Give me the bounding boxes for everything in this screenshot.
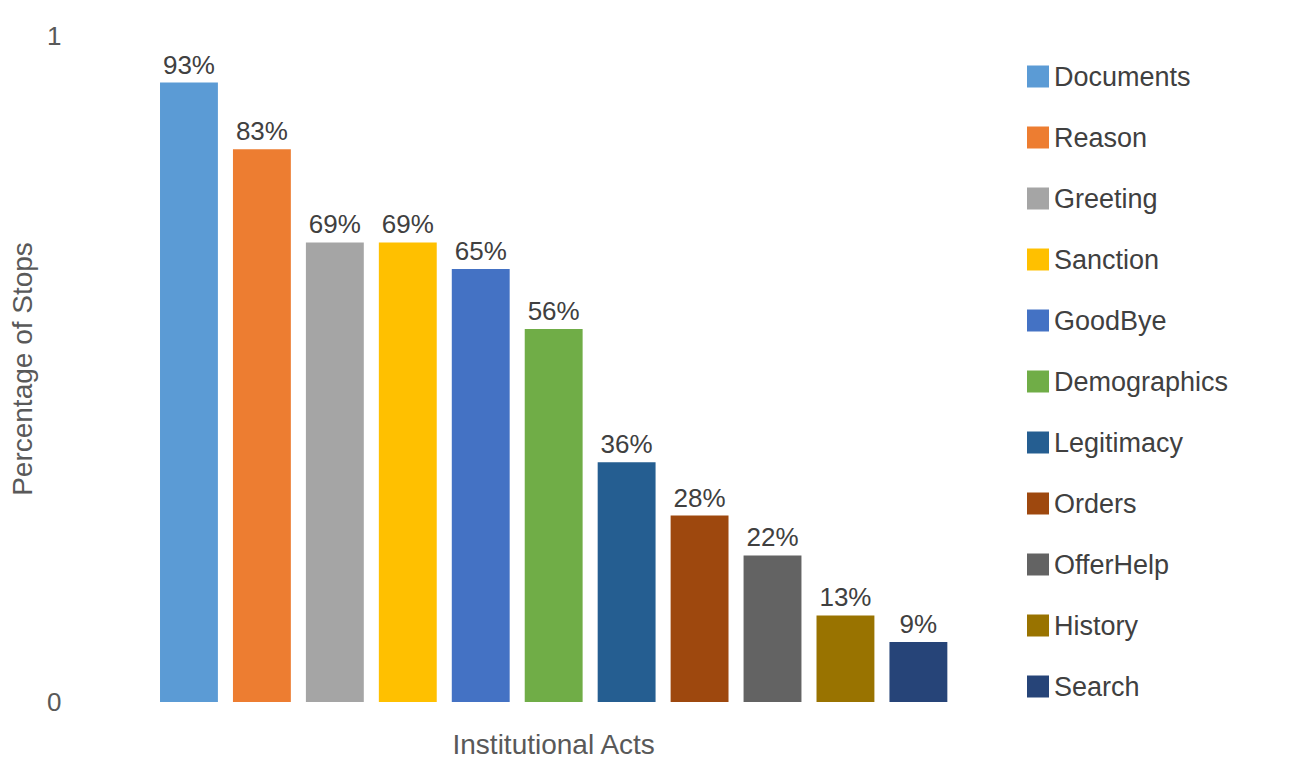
svg-text:56%: 56% (528, 296, 580, 326)
svg-text:65%: 65% (455, 236, 507, 266)
svg-text:Percentage of Stops: Percentage of Stops (7, 242, 38, 496)
svg-text:History: History (1054, 611, 1139, 641)
svg-text:Legitimacy: Legitimacy (1054, 428, 1184, 458)
svg-text:28%: 28% (674, 483, 726, 513)
svg-text:GoodBye: GoodBye (1054, 306, 1167, 336)
svg-text:OfferHelp: OfferHelp (1054, 550, 1169, 580)
svg-text:1: 1 (47, 21, 61, 51)
svg-text:Demographics: Demographics (1054, 367, 1228, 397)
svg-text:36%: 36% (601, 429, 653, 459)
svg-text:9%: 9% (900, 609, 938, 639)
svg-text:Documents: Documents (1054, 62, 1191, 92)
svg-text:0: 0 (47, 687, 61, 717)
svg-text:83%: 83% (236, 116, 288, 146)
svg-text:69%: 69% (382, 209, 434, 239)
svg-text:Orders: Orders (1054, 489, 1137, 519)
svg-text:13%: 13% (819, 582, 871, 612)
svg-text:93%: 93% (163, 50, 215, 80)
svg-text:Search: Search (1054, 672, 1140, 702)
svg-text:Sanction: Sanction (1054, 245, 1159, 275)
svg-text:69%: 69% (309, 209, 361, 239)
svg-text:Reason: Reason (1054, 123, 1147, 153)
svg-text:22%: 22% (746, 522, 798, 552)
svg-text:Greeting: Greeting (1054, 184, 1158, 214)
svg-text:Institutional Acts: Institutional Acts (453, 729, 655, 760)
